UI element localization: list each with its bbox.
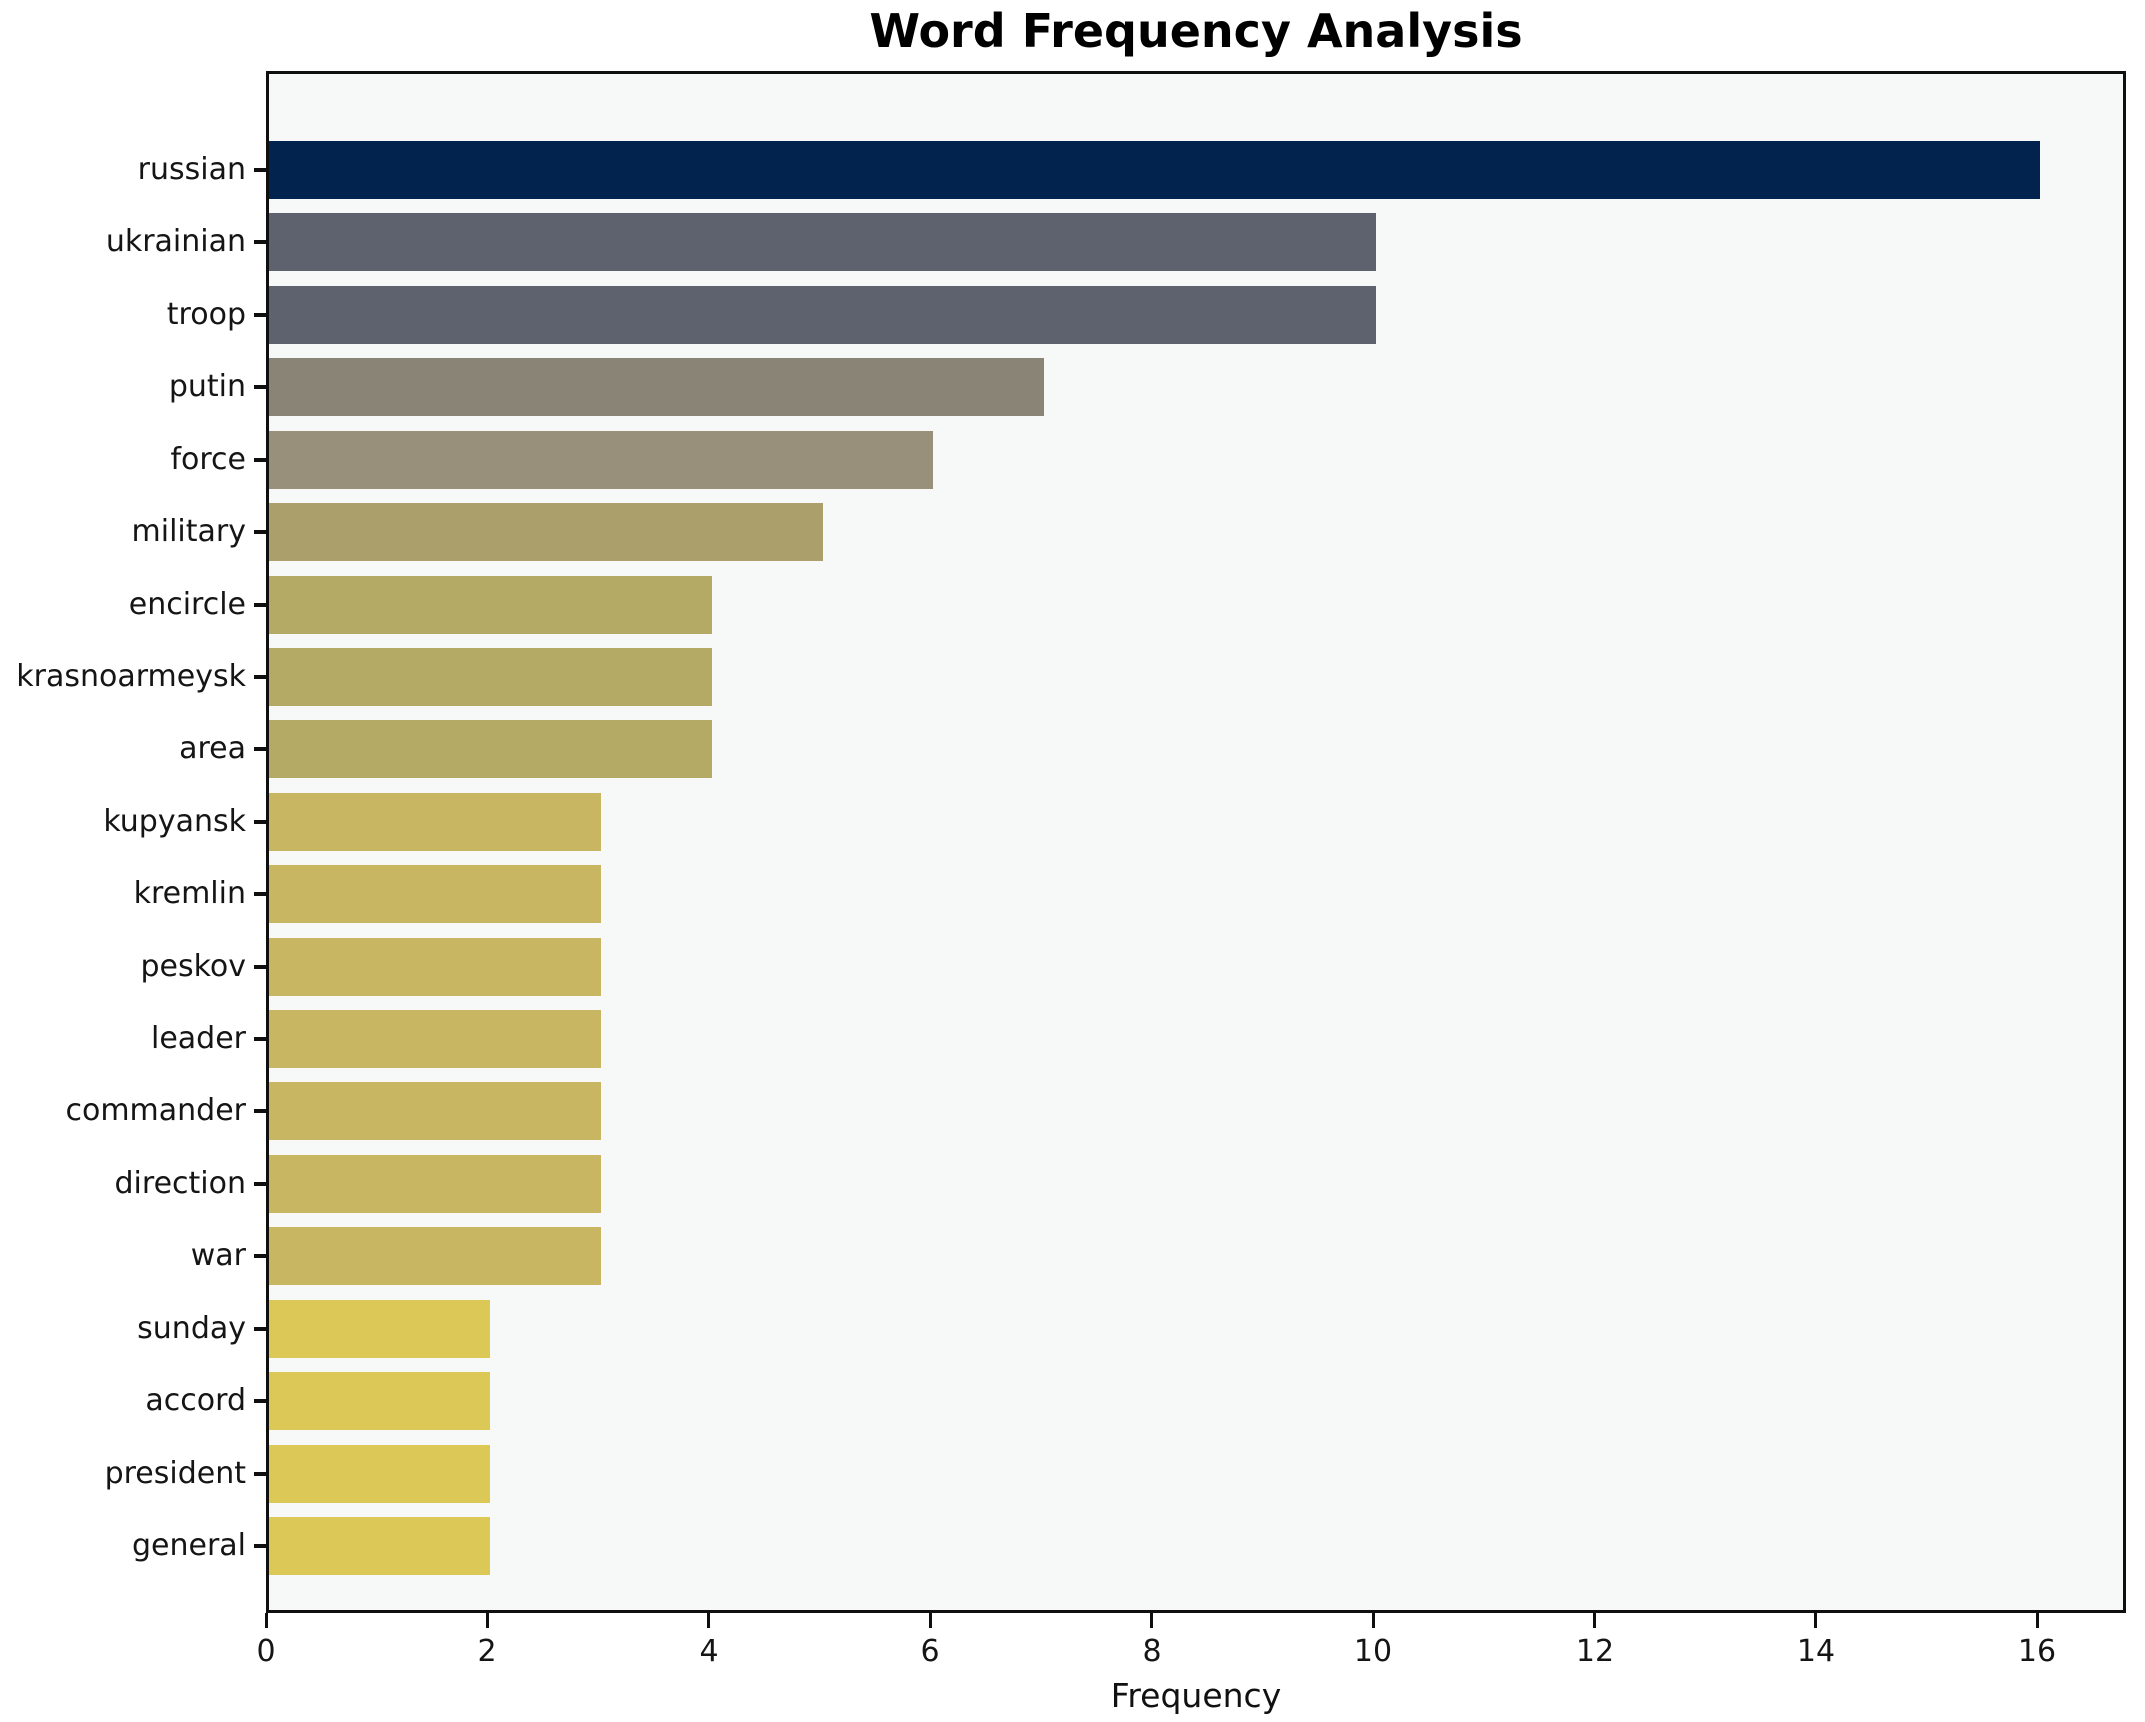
bar-sunday [269,1300,490,1358]
x-tick-label-10: 10 [1353,1634,1393,1669]
x-tick-mark [929,1613,932,1628]
bar-leader [269,1010,601,1068]
x-tick-mark [1593,1613,1596,1628]
x-tick-label-2: 2 [477,1634,497,1669]
y-tick-label-putin: putin [168,369,246,404]
x-tick-label-16: 16 [2017,1634,2057,1669]
y-tick-mark [254,240,266,244]
x-tick-label-14: 14 [1796,1634,1836,1669]
y-tick-label-ukrainian: ukrainian [105,224,246,259]
bar-area [269,720,712,778]
bar-force [269,431,933,489]
y-tick-label-leader: leader [150,1021,246,1056]
bar-russian [269,141,2040,199]
x-tick-mark [1150,1613,1153,1628]
x-tick-label-0: 0 [256,1634,276,1669]
bar-encircle [269,576,712,634]
y-tick-mark [254,385,266,389]
bar-putin [269,358,1044,416]
y-tick-mark [254,892,266,896]
y-tick-label-force: force [170,442,246,477]
y-tick-label-area: area [179,731,246,766]
x-tick-mark [707,1613,710,1628]
y-tick-mark [254,603,266,607]
bar-ukrainian [269,213,1376,271]
x-tick-label-6: 6 [920,1634,940,1669]
y-tick-mark [254,1472,266,1476]
y-tick-label-russian: russian [137,152,246,187]
x-tick-label-12: 12 [1575,1634,1615,1669]
bar-president [269,1445,490,1503]
y-tick-mark [254,168,266,172]
bar-war [269,1227,601,1285]
x-tick-label-4: 4 [699,1634,719,1669]
bar-accord [269,1372,490,1430]
y-tick-label-sunday: sunday [137,1311,246,1346]
bar-peskov [269,938,601,996]
bar-commander [269,1082,601,1140]
y-tick-mark [254,1109,266,1113]
bar-military [269,503,823,561]
y-tick-mark [254,965,266,969]
bar-direction [269,1155,601,1213]
y-tick-mark [254,1544,266,1548]
y-tick-mark [254,458,266,462]
y-tick-mark [254,675,266,679]
bar-kremlin [269,865,601,923]
y-tick-mark [254,1037,266,1041]
chart-title: Word Frequency Analysis [869,4,1523,58]
bar-general [269,1517,490,1575]
y-tick-label-accord: accord [145,1383,246,1418]
y-tick-label-encircle: encircle [128,587,246,622]
y-tick-mark [254,747,266,751]
x-tick-mark [1814,1613,1817,1628]
y-tick-mark [254,1182,266,1186]
y-tick-mark [254,820,266,824]
x-tick-label-8: 8 [1142,1634,1162,1669]
y-tick-label-military: military [131,514,246,549]
y-tick-mark [254,530,266,534]
y-tick-label-direction: direction [114,1166,246,1201]
y-tick-mark [254,1327,266,1331]
y-tick-label-president: president [104,1456,246,1491]
y-tick-label-kremlin: kremlin [133,876,246,911]
x-tick-mark [2036,1613,2039,1628]
y-tick-label-peskov: peskov [140,949,246,984]
y-tick-label-general: general [131,1528,246,1563]
x-tick-mark [1372,1613,1375,1628]
y-tick-mark [254,313,266,317]
bar-krasnoarmeysk [269,648,712,706]
plot-area [266,71,2126,1613]
y-tick-label-troop: troop [166,297,246,332]
y-tick-mark [254,1254,266,1258]
x-axis-label: Frequency [1110,1676,1282,1715]
bar-troop [269,286,1376,344]
x-tick-mark [265,1613,268,1628]
y-tick-label-kupyansk: kupyansk [103,804,246,839]
y-tick-label-war: war [190,1238,246,1273]
y-tick-label-commander: commander [65,1093,246,1128]
y-tick-label-krasnoarmeysk: krasnoarmeysk [16,659,246,694]
x-tick-mark [486,1613,489,1628]
bar-kupyansk [269,793,601,851]
y-tick-mark [254,1399,266,1403]
